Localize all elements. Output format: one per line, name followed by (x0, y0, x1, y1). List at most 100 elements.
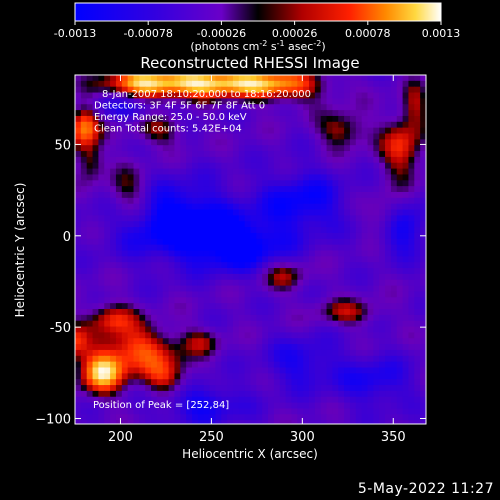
heatmap-cell (227, 192, 234, 199)
heatmap-cell (396, 110, 404, 117)
heatmap-cell (104, 92, 111, 99)
heatmap-cell (86, 75, 94, 82)
heatmap-cell (367, 162, 374, 170)
heatmap-cell (145, 244, 152, 252)
heatmap-cell (402, 75, 410, 82)
heatmap-cell (373, 133, 380, 140)
heatmap-cell (174, 192, 181, 199)
heatmap-cell (139, 145, 146, 152)
heatmap-cell (408, 303, 415, 310)
heatmap-cell (268, 192, 275, 199)
heatmap-cell (110, 75, 117, 82)
heatmap-cell (309, 314, 316, 322)
heatmap-cell (133, 192, 140, 199)
heatmap-cell (349, 379, 357, 386)
heatmap-cell (98, 355, 105, 363)
heatmap-cell (408, 244, 415, 252)
heatmap-cell (344, 98, 351, 105)
heatmap-cell (408, 385, 415, 392)
heatmap-cell (414, 115, 421, 123)
heatmap-cell (385, 75, 392, 82)
heatmap-cell (420, 390, 426, 398)
heatmap-cell (174, 156, 181, 164)
heatmap-cell (320, 227, 328, 234)
heatmap-cell (221, 402, 228, 410)
heatmap-cell (115, 110, 123, 117)
heatmap-cell (192, 186, 199, 193)
heatmap-cell (349, 98, 357, 105)
heatmap-cell (98, 139, 105, 146)
heatmap-cell (168, 121, 176, 129)
heatmap-cell (402, 203, 410, 211)
heatmap-cell (338, 127, 345, 135)
heatmap-cell (197, 250, 205, 257)
heatmap-cell (332, 209, 339, 216)
heatmap-cell (273, 151, 281, 158)
heatmap-cell (349, 262, 357, 269)
heatmap-cell (250, 379, 257, 386)
heatmap-cell (221, 227, 228, 234)
heatmap-cell (390, 396, 398, 404)
heatmap-cell (402, 256, 410, 263)
heatmap-cell (209, 291, 216, 298)
heatmap-cell (250, 414, 257, 421)
heatmap-cell (273, 314, 281, 322)
heatmap-cell (110, 110, 117, 117)
heatmap-cell (373, 303, 380, 310)
heatmap-cell (361, 75, 369, 82)
heatmap-cell (349, 156, 357, 164)
heatmap-cell (285, 80, 293, 88)
heatmap-cell (186, 209, 193, 216)
heatmap-cell (127, 297, 135, 304)
heatmap-cell (139, 273, 146, 281)
heatmap-cell (420, 396, 426, 404)
heatmap-cell (279, 297, 287, 304)
heatmap-cell (326, 390, 333, 398)
heatmap-cell (133, 86, 140, 94)
heatmap-cell (250, 127, 257, 135)
heatmap-cell (197, 402, 205, 410)
heatmap-cell (86, 197, 94, 205)
heatmap-cell (227, 420, 234, 424)
heatmap-cell (197, 396, 205, 404)
heatmap-cell (262, 221, 269, 228)
heatmap-cell (215, 332, 222, 339)
heatmap-cell (121, 110, 129, 117)
heatmap-cell (402, 420, 410, 424)
heatmap-cell (285, 203, 293, 211)
heatmap-cell (174, 320, 181, 328)
heatmap-cell (414, 303, 421, 310)
heatmap-cell (244, 396, 252, 404)
heatmap-cell (151, 227, 158, 234)
heatmap-cell (86, 297, 94, 304)
heatmap-cell (86, 227, 94, 234)
heatmap-cell (162, 151, 170, 158)
heatmap-cell (285, 414, 293, 421)
heatmap-cell (326, 104, 333, 111)
heatmap-cell (92, 373, 99, 380)
heatmap-cell (250, 139, 257, 146)
heatmap-cell (349, 221, 357, 228)
heatmap-cell (133, 174, 140, 181)
heatmap-cell (203, 192, 211, 199)
heatmap-cell (151, 408, 158, 415)
heatmap-cell (262, 209, 269, 216)
heatmap-cell (104, 168, 111, 176)
heatmap-cell (268, 110, 275, 117)
heatmap-cell (262, 92, 269, 99)
heatmap-cell (332, 145, 339, 152)
heatmap-cell (80, 215, 88, 222)
colorbar-tick-label: -0.00078 (123, 27, 172, 40)
heatmap-cell (203, 104, 211, 111)
heatmap-cell (80, 367, 88, 374)
heatmap-cell (349, 86, 357, 94)
heatmap-cell (86, 309, 94, 316)
heatmap-cell (402, 297, 410, 304)
heatmap-cell (396, 268, 404, 275)
heatmap-cell (215, 379, 222, 386)
heatmap-cell (86, 349, 94, 357)
heatmap-cell (115, 156, 123, 164)
heatmap-cell (309, 326, 316, 333)
heatmap-cell (221, 186, 228, 193)
heatmap-cell (303, 203, 310, 211)
